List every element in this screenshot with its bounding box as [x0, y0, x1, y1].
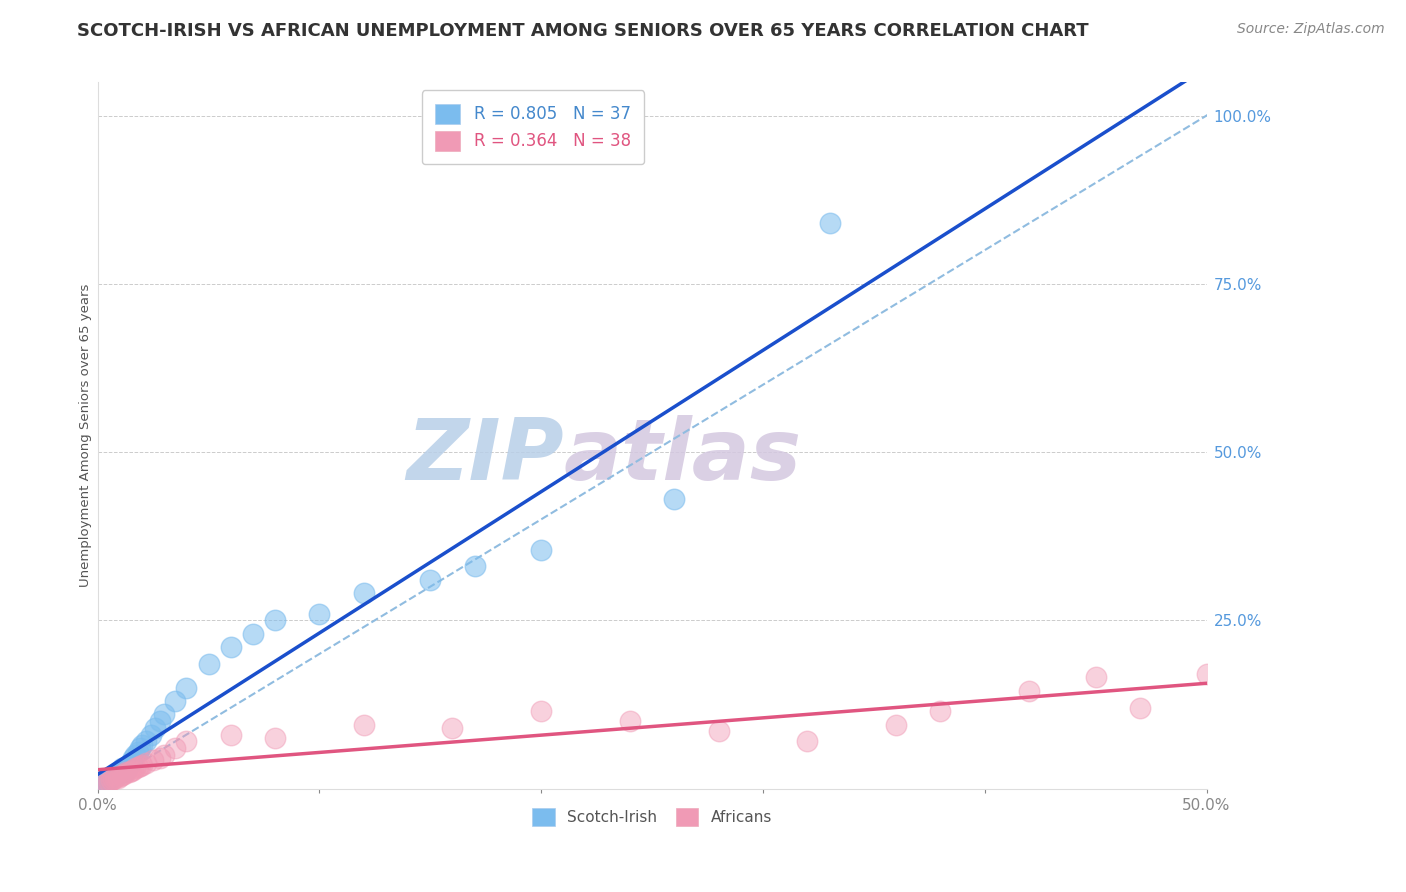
Text: atlas: atlas	[564, 415, 801, 498]
Point	[264, 731, 287, 745]
Point	[664, 492, 686, 507]
Point	[97, 774, 120, 789]
Point	[441, 721, 464, 735]
Point	[100, 772, 122, 786]
Point	[112, 766, 135, 780]
Point	[264, 613, 287, 627]
Point	[1195, 667, 1218, 681]
Point	[104, 768, 127, 782]
Point	[104, 772, 127, 786]
Point	[118, 758, 141, 772]
Point	[1084, 671, 1107, 685]
Point	[131, 758, 153, 772]
Point	[219, 728, 242, 742]
Point	[1129, 700, 1152, 714]
Point	[96, 776, 118, 790]
Point	[242, 626, 264, 640]
Point	[707, 724, 730, 739]
Point	[111, 768, 134, 782]
Point	[96, 774, 118, 789]
Point	[120, 764, 142, 778]
Point	[165, 694, 187, 708]
Point	[142, 753, 165, 767]
Text: ZIP: ZIP	[406, 415, 564, 498]
Point	[308, 607, 330, 621]
Text: SCOTCH-IRISH VS AFRICAN UNEMPLOYMENT AMONG SENIORS OVER 65 YEARS CORRELATION CHA: SCOTCH-IRISH VS AFRICAN UNEMPLOYMENT AMO…	[77, 22, 1090, 40]
Point	[122, 763, 145, 777]
Point	[100, 773, 122, 788]
Point	[101, 772, 124, 786]
Point	[419, 573, 441, 587]
Point	[108, 769, 131, 783]
Point	[124, 747, 146, 762]
Point	[530, 542, 553, 557]
Point	[353, 586, 375, 600]
Point	[464, 559, 486, 574]
Y-axis label: Unemployment Among Seniors over 65 years: Unemployment Among Seniors over 65 years	[79, 284, 91, 587]
Point	[107, 766, 129, 780]
Point	[108, 764, 131, 779]
Point	[143, 721, 166, 735]
Point	[796, 734, 818, 748]
Point	[97, 773, 120, 788]
Point	[165, 741, 187, 756]
Point	[1018, 684, 1040, 698]
Point	[149, 751, 172, 765]
Point	[115, 763, 138, 777]
Point	[118, 764, 141, 779]
Point	[107, 771, 129, 785]
Point	[127, 745, 149, 759]
Point	[818, 216, 841, 230]
Point	[619, 714, 641, 729]
Point	[122, 751, 145, 765]
Point	[111, 761, 134, 775]
Point	[219, 640, 242, 655]
Point	[149, 714, 172, 729]
Point	[176, 734, 198, 748]
Text: Source: ZipAtlas.com: Source: ZipAtlas.com	[1237, 22, 1385, 37]
Point	[353, 717, 375, 731]
Point	[135, 756, 157, 770]
Point	[884, 717, 907, 731]
Point	[197, 657, 219, 671]
Legend: Scotch-Irish, Africans: Scotch-Irish, Africans	[524, 800, 780, 834]
Point	[153, 747, 176, 762]
Point	[139, 728, 162, 742]
Point	[131, 738, 153, 752]
Point	[124, 761, 146, 775]
Point	[91, 778, 114, 792]
Point	[93, 776, 115, 790]
Point	[929, 704, 952, 718]
Point	[176, 681, 198, 695]
Point	[101, 769, 124, 783]
Point	[128, 758, 150, 772]
Point	[91, 778, 114, 792]
Point	[112, 764, 135, 779]
Point	[135, 734, 157, 748]
Point	[120, 755, 142, 769]
Point	[530, 704, 553, 718]
Point	[128, 741, 150, 756]
Point	[115, 765, 138, 780]
Point	[153, 707, 176, 722]
Point	[127, 760, 149, 774]
